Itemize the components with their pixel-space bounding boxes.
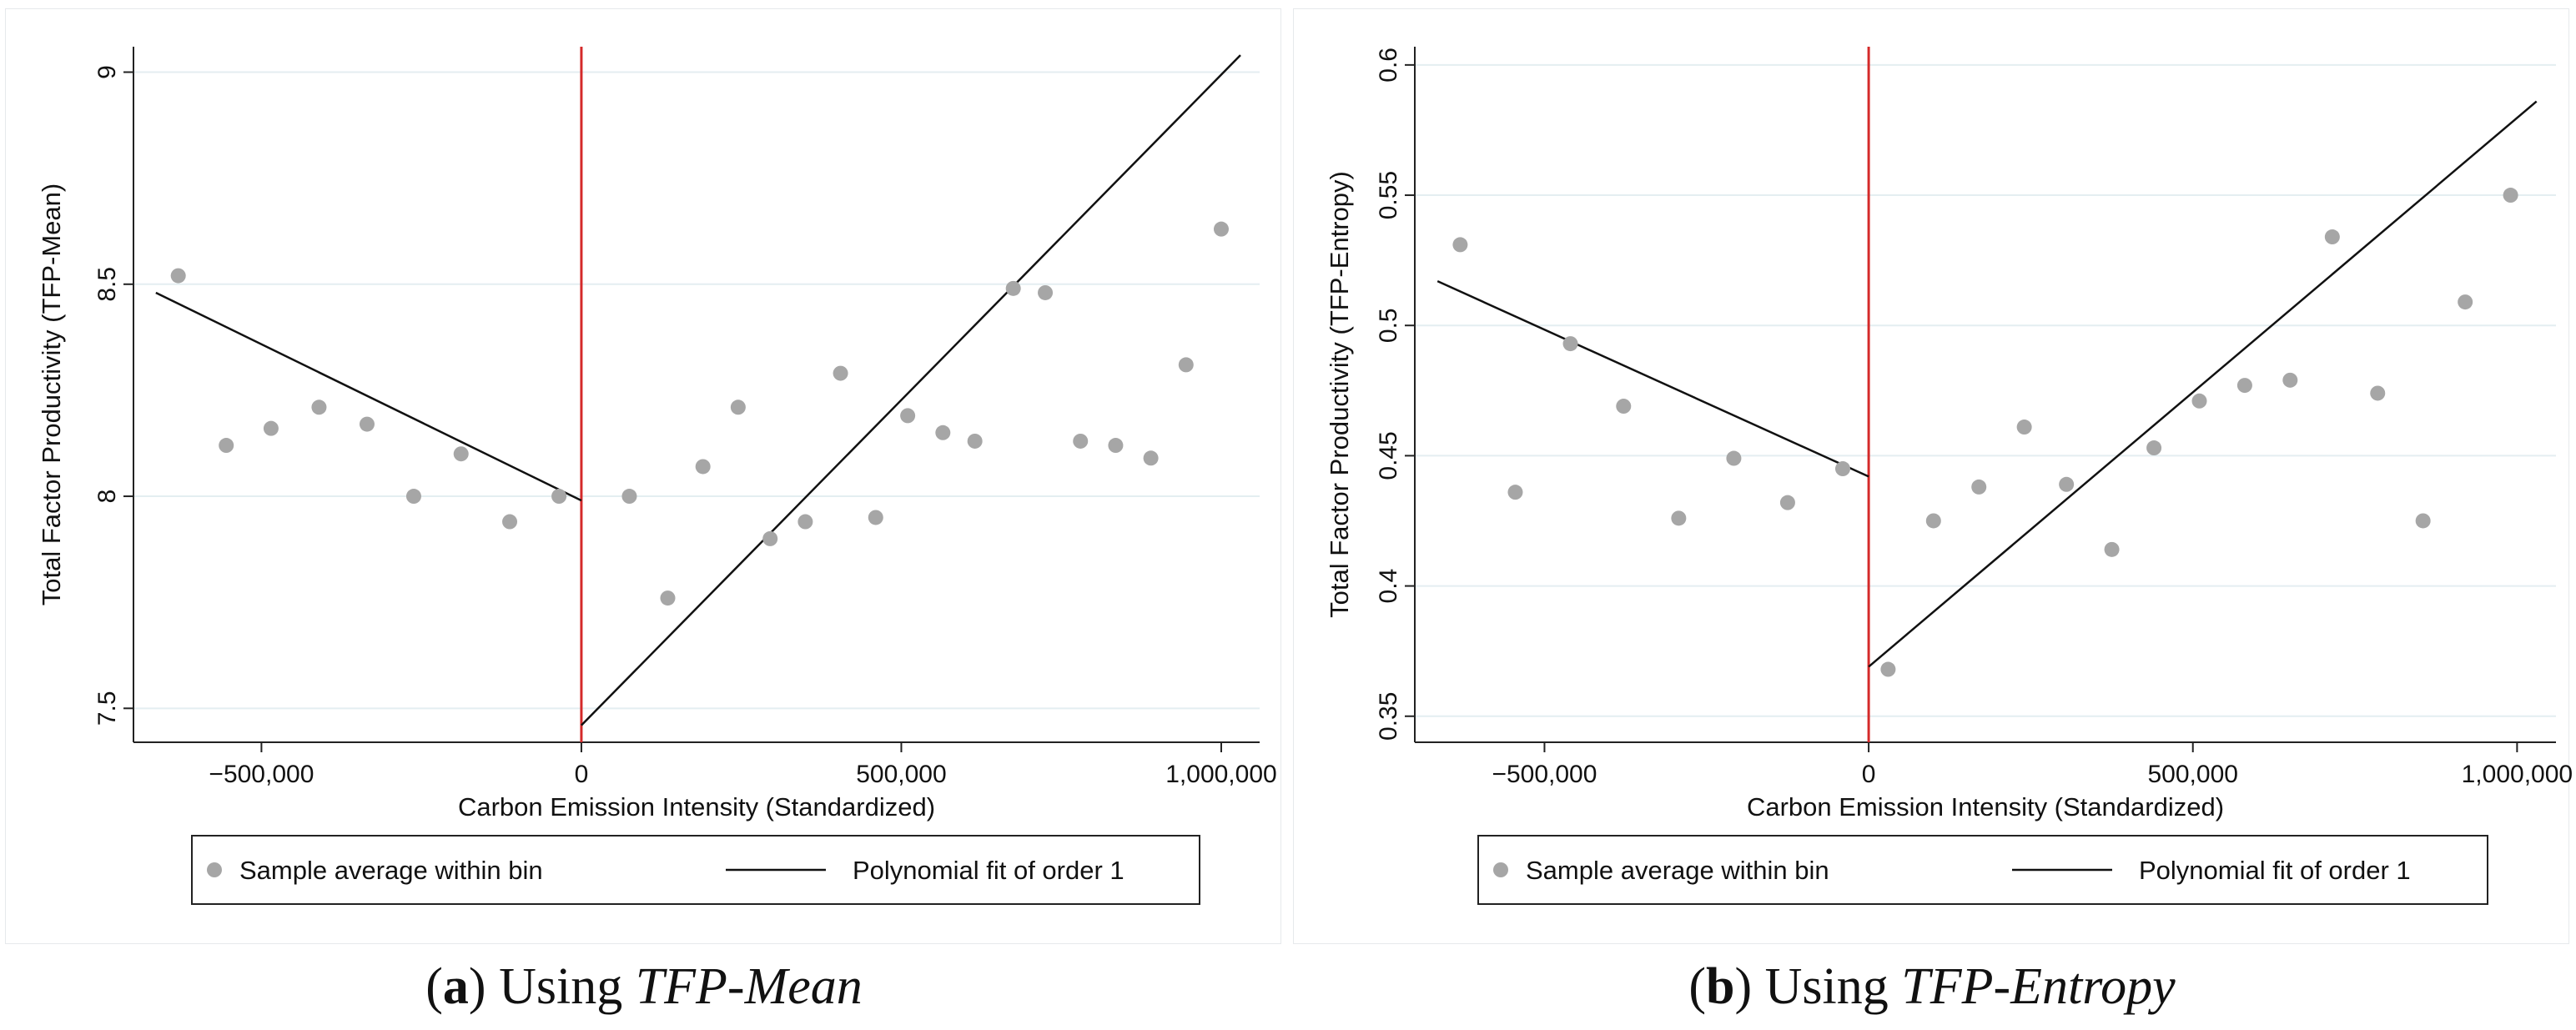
bin-point-7	[1835, 461, 1850, 477]
fit-line-right	[581, 54, 1241, 726]
bin-point-22	[2503, 188, 2518, 203]
x-axis-title: Carbon Emission Intensity (Standardized)	[1747, 792, 2224, 821]
bin-point-2	[1562, 336, 1578, 352]
bin-point-0	[1452, 237, 1468, 253]
x-tick-label-0: −500,000	[1492, 761, 1597, 788]
bin-point-2	[263, 420, 279, 436]
bin-point-21	[1038, 284, 1054, 300]
y-tick-label-3: 9	[93, 65, 121, 79]
y-axis-title: Total Factor Productivity (TFP-Mean)	[37, 183, 66, 605]
caption-a-tag: a	[442, 958, 469, 1015]
legend-line-label: Polynomial fit of order 1	[2139, 856, 2411, 885]
bin-point-14	[797, 514, 813, 530]
legend-line-label: Polynomial fit of order 1	[853, 856, 1124, 885]
x-tick-label-2: 500,000	[856, 761, 946, 788]
bin-point-7	[502, 514, 518, 530]
legend-box	[191, 835, 1200, 905]
bin-point-20	[2415, 513, 2431, 529]
x-axis-title: Carbon Emission Intensity (Standardized)	[458, 792, 935, 821]
x-tick-label-0: −500,000	[209, 761, 314, 788]
legend-scatter-label: Sample average within bin	[239, 856, 543, 885]
bin-point-17	[2282, 372, 2298, 388]
rd-plot-tfp-mean: 7.5 8 8.5 9 −500,000 0 500,000 1,000,000 Carbon …	[37, 47, 1277, 905]
caption-b-tag: b	[1706, 958, 1735, 1015]
bin-point-11	[695, 459, 711, 475]
bin-point-3	[311, 399, 327, 415]
bin-point-1	[219, 438, 234, 454]
y-tick-label-2: 0.45	[1375, 431, 1402, 480]
caption-b-measure: TFP-Entropy	[1901, 958, 2176, 1015]
fit-line-left	[155, 291, 582, 502]
bin-point-3	[1616, 399, 1632, 415]
y-tick-label-2: 8.5	[93, 267, 121, 302]
legend-point-marker	[1493, 862, 1508, 877]
bin-point-18	[935, 425, 951, 440]
panel-a: 7.5 8 8.5 9 −500,000 0 500,000 1,000,000 Carbon …	[5, 8, 1281, 1015]
bin-point-6	[1779, 495, 1795, 510]
panel-b-frame	[1293, 8, 2569, 944]
bin-point-5	[405, 489, 421, 505]
fit-line-left	[1436, 279, 1869, 478]
bin-point-13	[762, 530, 778, 546]
y-tick-label-1: 8	[93, 490, 121, 504]
bin-point-15	[833, 365, 848, 381]
x-tick-label-1: 0	[1862, 761, 1876, 788]
panel-b: 0.35 0.4 0.45 0.5 0.55 0.6 −500,000 0 500,000 1,0…	[1288, 0, 2576, 1030]
caption-a: (a) Using TFP-Mean	[425, 958, 863, 1015]
bin-point-8	[551, 489, 567, 505]
y-tick-label-1: 0.4	[1375, 569, 1402, 604]
bin-point-19	[2370, 385, 2386, 401]
y-tick-label-0: 0.35	[1375, 692, 1402, 741]
legend-point-marker	[207, 862, 222, 877]
bin-point-16	[2236, 378, 2252, 394]
bin-point-10	[660, 590, 676, 606]
bin-point-8	[1880, 661, 1896, 677]
bin-point-19	[967, 433, 983, 449]
caption-a-measure: TFP-Mean	[635, 958, 863, 1015]
bin-point-22	[1073, 433, 1089, 449]
bin-point-16	[868, 510, 883, 525]
y-tick-label-5: 0.6	[1375, 48, 1402, 83]
bin-point-1	[1507, 485, 1523, 500]
caption-a-prefix: Using	[499, 958, 636, 1015]
bin-point-14	[2146, 440, 2162, 456]
bin-point-13	[2104, 541, 2120, 557]
bin-point-9	[621, 489, 637, 505]
bin-point-5	[1726, 450, 1742, 466]
bin-point-18	[2324, 229, 2340, 245]
bin-point-17	[900, 408, 916, 424]
bin-point-25	[1178, 357, 1194, 373]
panel-a-frame	[5, 8, 1281, 944]
bin-point-12	[2059, 476, 2075, 492]
bin-point-23	[1108, 438, 1124, 454]
legend-box	[1477, 835, 2488, 905]
y-tick-label-4: 0.55	[1375, 171, 1402, 219]
bin-point-10	[1971, 479, 1987, 495]
bin-point-26	[1213, 221, 1229, 237]
x-tick-label-3: 1,000,000	[1165, 761, 1276, 788]
rd-plot-tfp-entropy: 0.35 0.4 0.45 0.5 0.55 0.6 −500,000 0 500,000 1,0…	[1325, 47, 2573, 905]
bin-point-0	[170, 268, 186, 284]
bin-point-4	[1671, 510, 1687, 526]
fit-line-right	[1868, 100, 2538, 668]
caption-b-prefix: Using	[1764, 958, 1902, 1015]
bin-point-4	[359, 416, 375, 432]
bin-point-9	[1925, 513, 1941, 529]
bin-point-6	[453, 446, 469, 462]
bin-point-12	[730, 399, 746, 415]
bin-point-11	[2016, 420, 2032, 435]
y-axis-title: Total Factor Productivity (TFP-Entropy)	[1325, 171, 1354, 618]
bin-point-20	[1005, 280, 1021, 296]
bin-point-21	[2458, 294, 2473, 310]
bin-point-24	[1143, 450, 1159, 466]
x-tick-label-1: 0	[575, 761, 589, 788]
legend-scatter-label: Sample average within bin	[1526, 856, 1829, 885]
x-tick-label-2: 500,000	[2148, 761, 2238, 788]
x-tick-label-3: 1,000,000	[2462, 761, 2573, 788]
caption-b: (b) Using TFP-Entropy	[1688, 958, 2176, 1015]
y-tick-label-3: 0.5	[1375, 308, 1402, 343]
bin-point-15	[2191, 393, 2207, 409]
y-tick-label-0: 7.5	[93, 691, 121, 726]
